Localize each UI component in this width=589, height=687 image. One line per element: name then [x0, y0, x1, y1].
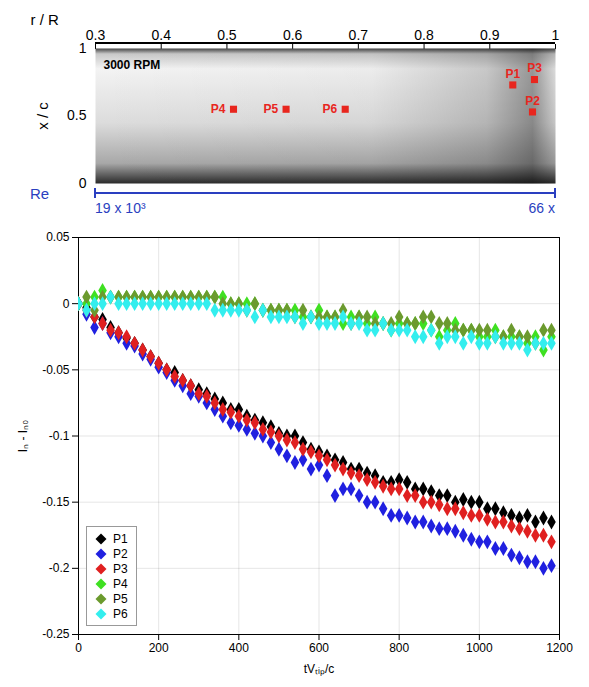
svg-text:P4: P4 — [211, 102, 226, 116]
svg-text:-0.25: -0.25 — [42, 627, 70, 641]
svg-text:200: 200 — [149, 641, 169, 655]
svg-text:Iₙ - Iₙ₀: Iₙ - Iₙ₀ — [16, 420, 30, 452]
html-text:P1: P1 — [113, 531, 128, 546]
html-text:P5: P5 — [113, 591, 128, 606]
svg-text:P2: P2 — [525, 94, 540, 108]
svg-text:0.05: 0.05 — [46, 230, 70, 244]
svg-text:P1: P1 — [505, 67, 520, 81]
svg-text:3000 RPM: 3000 RPM — [104, 58, 161, 72]
svg-text:0.9: 0.9 — [480, 27, 500, 43]
svg-text:1: 1 — [78, 40, 87, 56]
svg-text:800: 800 — [389, 641, 409, 655]
svg-text:x / c: x / c — [34, 102, 51, 130]
svg-text:400: 400 — [229, 641, 249, 655]
svg-text:0: 0 — [63, 297, 70, 311]
svg-text:0: 0 — [79, 175, 87, 191]
svg-text:0.4: 0.4 — [151, 27, 171, 43]
html-text:P4: P4 — [113, 576, 128, 591]
svg-text:1200: 1200 — [546, 641, 573, 655]
html-text:P6: P6 — [113, 606, 128, 621]
svg-text:-0.15: -0.15 — [42, 495, 70, 509]
svg-text:-0.05: -0.05 — [42, 363, 70, 377]
html-text:P2: P2 — [113, 546, 128, 561]
svg-text:P3: P3 — [527, 61, 542, 75]
svg-text:P6: P6 — [323, 102, 338, 116]
svg-text:-0.1: -0.1 — [49, 429, 70, 443]
svg-text:0.5: 0.5 — [67, 107, 87, 123]
svg-text:66 x: 66 x — [529, 200, 555, 216]
svg-text:0.6: 0.6 — [283, 27, 303, 43]
svg-text:0: 0 — [75, 641, 82, 655]
svg-text:0.5: 0.5 — [217, 27, 237, 43]
svg-text:0.3: 0.3 — [86, 27, 106, 43]
html-text:P3: P3 — [113, 561, 128, 576]
svg-text:r / R: r / R — [31, 11, 59, 28]
svg-text:19 x 10³: 19 x 10³ — [95, 200, 146, 216]
svg-text:1000: 1000 — [466, 641, 493, 655]
svg-text:P5: P5 — [263, 102, 278, 116]
svg-text:-0.2: -0.2 — [49, 561, 70, 575]
svg-text:Re: Re — [30, 185, 49, 202]
svg-text:600: 600 — [309, 641, 329, 655]
svg-text:tVₜᵢₚ/c: tVₜᵢₚ/c — [304, 662, 335, 676]
svg-text:1: 1 — [552, 27, 560, 43]
svg-text:0.8: 0.8 — [414, 27, 434, 43]
svg-text:0.7: 0.7 — [349, 27, 369, 43]
